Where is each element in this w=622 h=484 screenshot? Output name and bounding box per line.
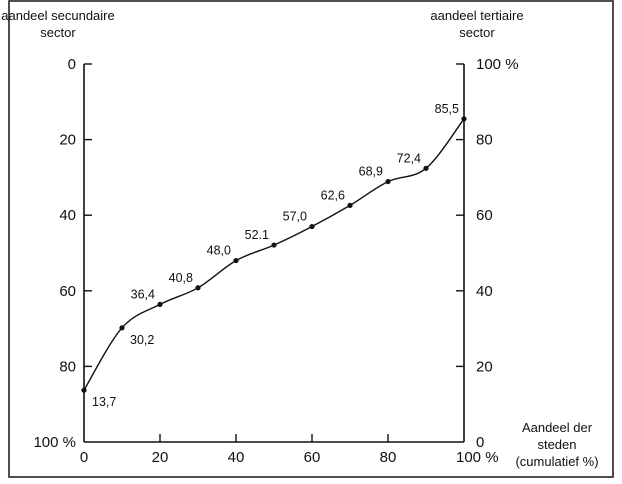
data-point-label: 36,4 (131, 287, 155, 301)
data-point (233, 257, 239, 264)
chart-frame (8, 0, 614, 478)
data-point-label: 68,9 (359, 165, 383, 179)
data-point (423, 165, 429, 171)
data-point (385, 178, 391, 185)
left-tick-label: 40 (59, 207, 76, 224)
right-axis-title-line: sector (459, 25, 495, 40)
data-point (309, 223, 315, 230)
right-tick-label: 20 (476, 358, 493, 375)
left-tick-label: 0 (68, 56, 76, 73)
x-tick-label: 0 (80, 449, 88, 466)
left-axis-title-line: sector (40, 25, 76, 40)
left-axis-ticks: 0 20 40 60 80 100 % (33, 56, 92, 451)
x-axis-title: Aandeel der steden (cumulatief %) (515, 420, 598, 469)
data-point-label: 13,7 (92, 395, 116, 409)
left-tick-label: 100 % (33, 434, 76, 451)
data-point (81, 387, 87, 393)
data-point-label: 40,8 (169, 271, 193, 285)
x-tick-label: 20 (152, 449, 169, 466)
data-point (157, 301, 163, 308)
data-point-label: 72,4 (397, 151, 421, 165)
right-axis-title: aandeel tertiaire sector (430, 8, 523, 40)
right-tick-label: 0 (476, 434, 484, 451)
data-point (271, 242, 277, 248)
x-axis-title-line: Aandeel der (522, 420, 593, 435)
left-tick-label: 60 (59, 283, 76, 300)
x-tick-label: 100 % (456, 449, 499, 466)
axes (83, 64, 465, 443)
data-point (195, 285, 201, 291)
data-point-label: 30,2 (130, 333, 154, 347)
data-point-label: 85,5 (435, 102, 459, 116)
data-point-label: 52.1 (245, 228, 269, 242)
left-axis-title: aandeel secundaire sector (1, 8, 114, 40)
x-tick-label: 40 (228, 449, 245, 466)
right-axis-ticks: 0 20 40 60 80 100 % (456, 56, 519, 451)
right-tick-label: 60 (476, 207, 493, 224)
data-point (461, 116, 467, 122)
x-tick-label: 80 (380, 449, 397, 466)
x-axis-ticks: 0 20 40 60 80 100 % (80, 434, 499, 466)
data-point-label: 48,0 (207, 244, 231, 258)
right-tick-label: 80 (476, 132, 493, 149)
data-point-label: 57,0 (283, 210, 307, 224)
data-point (347, 202, 353, 208)
left-tick-label: 20 (59, 132, 76, 149)
left-tick-label: 80 (59, 358, 76, 375)
data-point-label: 62,6 (321, 188, 345, 202)
right-tick-label: 40 (476, 283, 493, 300)
x-tick-label: 60 (304, 449, 321, 466)
left-axis-title-line: aandeel secundaire (1, 8, 114, 23)
right-axis-title-line: aandeel tertiaire (430, 8, 523, 23)
data-point (119, 325, 125, 331)
x-axis-title-line: (cumulatief %) (515, 454, 598, 469)
data-points: 13,7 30,2 36,4 40,8 48,0 52.1 57,0 62,6 68,9 72,4… (81, 102, 467, 409)
x-axis-title-line: steden (537, 437, 576, 452)
right-tick-label: 100 % (476, 56, 519, 73)
